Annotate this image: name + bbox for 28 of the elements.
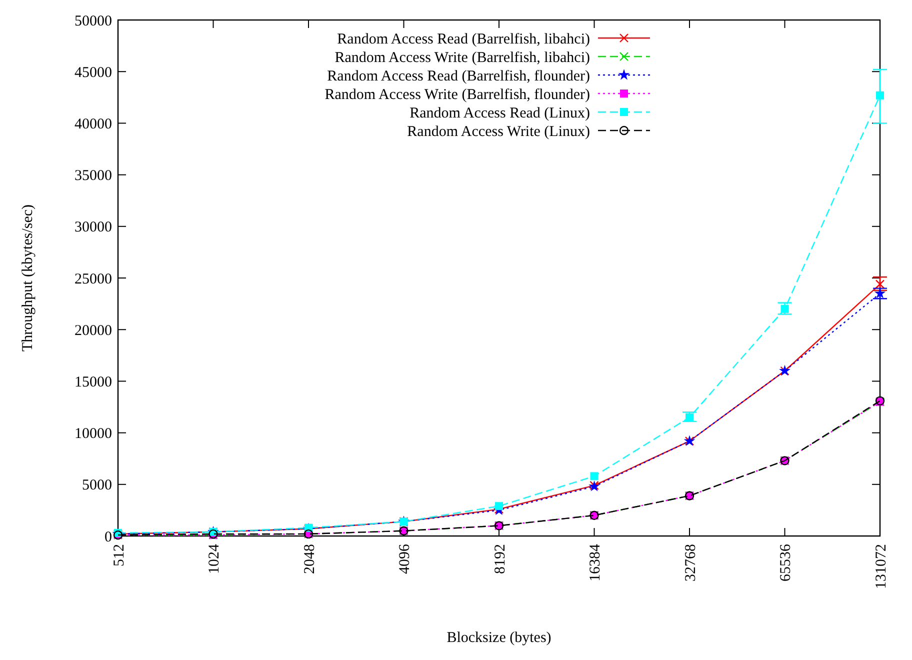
y-tick-label: 20000 [74, 322, 112, 339]
y-tick-label: 25000 [74, 271, 112, 288]
y-tick-label: 30000 [74, 220, 112, 236]
x-tick-label: 8192 [492, 544, 508, 574]
y-tick-label: 35000 [74, 168, 112, 184]
x-tick-label: 1024 [206, 544, 222, 574]
x-tick-label: 131072 [873, 544, 890, 589]
legend-label: Random Access Read (Linux) [410, 105, 590, 122]
x-tick-label: 512 [111, 544, 128, 566]
legend-label: Random Access Read (Barrelfish, libahci) [337, 31, 590, 48]
y-tick-label: 40000 [74, 116, 112, 132]
y-tick-label: 45000 [74, 64, 112, 81]
y-tick-label: 0 [104, 529, 112, 546]
legend-label: Random Access Write (Linux) [407, 124, 590, 140]
legend-label: Random Access Write (Barrelfish, flounder) [324, 86, 590, 103]
legend-label: Random Access Write (Barrelfish, libahci) [334, 50, 590, 66]
y-tick-label: 5000 [82, 478, 112, 494]
legend-label: Random Access Read (Barrelfish, flounder) [327, 68, 590, 84]
x-tick-label: 4096 [397, 544, 413, 574]
y-tick-label: 50000 [74, 13, 112, 30]
x-tick-label: 16384 [588, 544, 604, 582]
y-axis-title: Throughput (kbytes/sec) [20, 204, 36, 352]
x-tick-label: 65536 [778, 544, 794, 582]
x-tick-label: 32768 [682, 544, 699, 582]
x-axis-title: Blocksize (bytes) [446, 630, 552, 646]
y-tick-label: 10000 [74, 426, 112, 442]
x-tick-label: 2048 [302, 544, 318, 574]
y-tick-label: 15000 [74, 374, 112, 390]
